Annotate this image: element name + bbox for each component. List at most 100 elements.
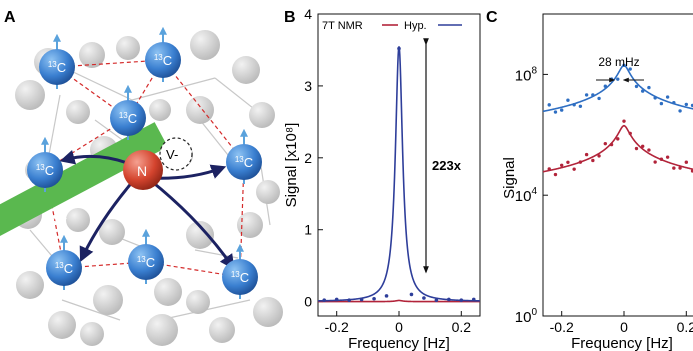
data-point	[597, 154, 601, 158]
data-point	[397, 46, 401, 51]
carbon-label: 13C	[231, 270, 249, 285]
data-point	[572, 167, 576, 171]
data-point	[553, 110, 558, 114]
data-point	[672, 101, 676, 105]
x-tick-label: -0.2	[325, 319, 349, 335]
legend-label-nmr: 7T NMR	[322, 20, 363, 32]
panel-b-ticks: 0 1 2 3 4 -0.2 0 0.2	[304, 6, 471, 335]
data-point	[634, 146, 639, 151]
series-nmr-line	[542, 124, 693, 173]
data-point	[653, 160, 657, 164]
data-point	[665, 95, 670, 99]
carbon-atom	[226, 144, 262, 180]
data-point	[622, 63, 626, 68]
panel-b-points	[322, 46, 476, 302]
laser-beam	[0, 122, 168, 236]
data-point	[684, 102, 689, 107]
x-tick-label: 0	[395, 319, 403, 335]
y-tick-label: 3	[304, 78, 312, 94]
data-point	[640, 89, 645, 93]
data-point	[672, 166, 676, 170]
data-point	[578, 104, 583, 108]
data-point	[591, 158, 595, 163]
x-tick-label: 0.2	[452, 319, 472, 335]
data-point	[471, 297, 476, 302]
data-point	[659, 101, 664, 106]
panel-b-legend: 7T NMR Hyp.	[322, 20, 462, 32]
data-point	[372, 296, 376, 301]
panel-c-points	[547, 63, 693, 177]
data-point	[409, 292, 414, 297]
y-tick-label: 104	[515, 186, 538, 205]
panel-c-series	[542, 64, 693, 173]
panel-b-ylabel: Signal [x10⁸]	[283, 123, 300, 208]
data-point	[684, 160, 689, 164]
data-point	[678, 109, 682, 113]
legend-label-hyp: Hyp.	[404, 20, 427, 32]
data-point	[434, 298, 439, 302]
y-tick-label: 4	[304, 6, 312, 22]
data-point	[347, 298, 351, 302]
panel-b-series	[317, 46, 481, 303]
panel-c-ylabel: Signal	[501, 157, 518, 199]
panel-c-xlabel: Frequency [Hz]	[571, 335, 673, 351]
data-point	[359, 297, 364, 302]
x-tick-label: -0.2	[550, 319, 574, 335]
vacancy-label: V-	[166, 147, 178, 162]
data-point	[559, 108, 564, 112]
carbon-atom	[128, 244, 164, 280]
vacancy-site	[159, 137, 193, 171]
data-point	[659, 157, 664, 161]
ratio-annotation: 223x	[432, 158, 462, 173]
data-point	[634, 84, 639, 89]
carbon-atoms: 13C 13C 13C 13C 13C 13C 13C 13C	[27, 26, 262, 299]
data-point	[566, 160, 570, 164]
data-point	[609, 142, 614, 147]
data-point	[566, 98, 570, 102]
carbon-label: 13C	[119, 111, 137, 126]
series-nmr-line	[318, 299, 480, 303]
nitrogen-atom	[123, 150, 163, 190]
series-hyp-line	[317, 46, 481, 302]
data-point	[603, 84, 608, 88]
data-point	[653, 96, 657, 100]
data-point	[322, 298, 327, 302]
data-point	[559, 163, 564, 167]
data-point	[578, 160, 583, 164]
data-point	[622, 119, 626, 123]
y-tick-label: 0	[304, 294, 312, 310]
carbon-atom	[27, 152, 63, 188]
carbon-atom	[222, 259, 258, 295]
data-point	[459, 298, 464, 302]
y-tick-label: 108	[515, 65, 538, 84]
linewidth-annotation: 28 mHz	[598, 55, 639, 69]
carbon-label: 13C	[36, 163, 54, 178]
data-point	[678, 166, 682, 170]
carbon-label: 13C	[55, 261, 73, 276]
data-point	[616, 77, 620, 81]
carbon-atom	[110, 100, 146, 136]
data-point	[334, 297, 339, 302]
data-point	[584, 152, 589, 157]
data-point	[422, 296, 426, 300]
data-point	[547, 167, 551, 171]
nitrogen-label: N	[137, 163, 147, 179]
data-point	[628, 67, 632, 71]
data-point	[553, 172, 558, 177]
panel-b-xlabel: Frequency [Hz]	[348, 335, 450, 351]
panel-c: C 100 104 108 -0.2 0 0.2 28 mHz Signal Freque…	[486, 9, 693, 351]
data-point	[690, 169, 693, 173]
carbon-label: 13C	[48, 60, 66, 75]
panel-c-label: C	[486, 9, 498, 26]
data-point	[572, 103, 576, 107]
data-point	[584, 93, 589, 97]
carbon-atom	[145, 42, 181, 78]
data-point	[647, 85, 651, 90]
carbon-label: 13C	[154, 53, 172, 68]
y-tick-label: 2	[304, 150, 312, 166]
series-hyp-line	[542, 64, 693, 113]
carbon-label: 13C	[137, 255, 155, 270]
